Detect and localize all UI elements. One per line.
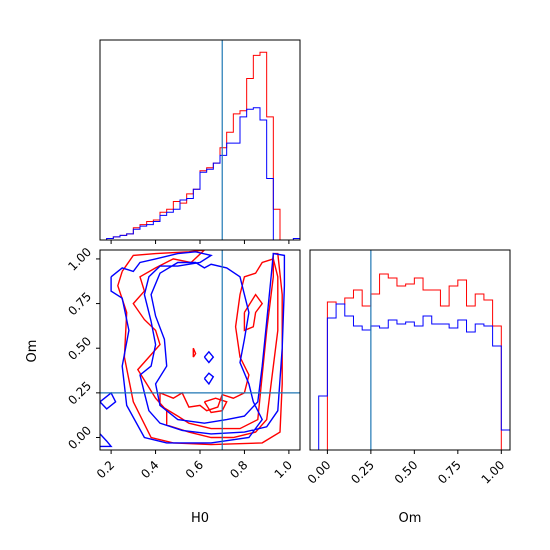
om-y-tick-label: 0.75: [65, 289, 94, 318]
h0-om-contour-panel: 0.2 0.4 0.6 0.8 1.0 0.00 0.25 0.50 0.75 1.00: [65, 245, 301, 481]
h0-histogram-panel: [99, 39, 301, 244]
contour-red: [117, 250, 283, 446]
om-hist-x-tick-label: 0.50: [392, 458, 421, 487]
h0-x-tick-label: 0.2: [94, 458, 117, 481]
contour-frame: [99, 249, 301, 451]
om-hist-x-tick-label: 0.75: [435, 458, 464, 487]
h0-x-tick-label: 1.0: [272, 458, 295, 481]
y-axis-label-om: Om: [25, 340, 40, 363]
h0-x-tick-label: 0.4: [138, 458, 161, 481]
om-hist-x-tick-label: 0.25: [348, 458, 377, 487]
h0-histogram-frame: [99, 39, 301, 241]
om-hist-x-tick-label: 0.00: [305, 458, 334, 487]
h0-x-tick-label: 0.8: [227, 458, 250, 481]
x-axis-label-om: Om: [399, 511, 422, 526]
contour-red: [192, 347, 197, 358]
contour-blue: [100, 433, 113, 448]
om-y-tick-label: 1.00: [65, 245, 94, 274]
om-y-tick-label: 0.25: [65, 379, 94, 408]
histogram-series-blue: [100, 107, 301, 241]
contour-blue: [100, 391, 117, 410]
om-hist-x-tick-label: 1.00: [479, 458, 508, 487]
contour-blue: [203, 372, 215, 386]
contour-red: [203, 397, 228, 414]
om-histogram-panel: 0.00 0.25 0.50 0.75 1.00: [305, 249, 511, 487]
om-y-tick-label: 0.00: [65, 423, 94, 452]
histogram-series-red: [100, 51, 300, 241]
x-axis-label-h0: H0: [191, 511, 209, 526]
om-histogram-frame: [309, 249, 511, 451]
histogram-series-red: [310, 273, 510, 451]
om-y-tick-label: 0.50: [65, 334, 94, 363]
h0-x-tick-label: 0.6: [183, 458, 206, 481]
contour-blue: [110, 251, 286, 444]
contour-lines: [100, 250, 286, 448]
contour-red: [243, 293, 264, 332]
histogram-series-blue: [310, 303, 511, 451]
contour-blue: [203, 350, 215, 364]
